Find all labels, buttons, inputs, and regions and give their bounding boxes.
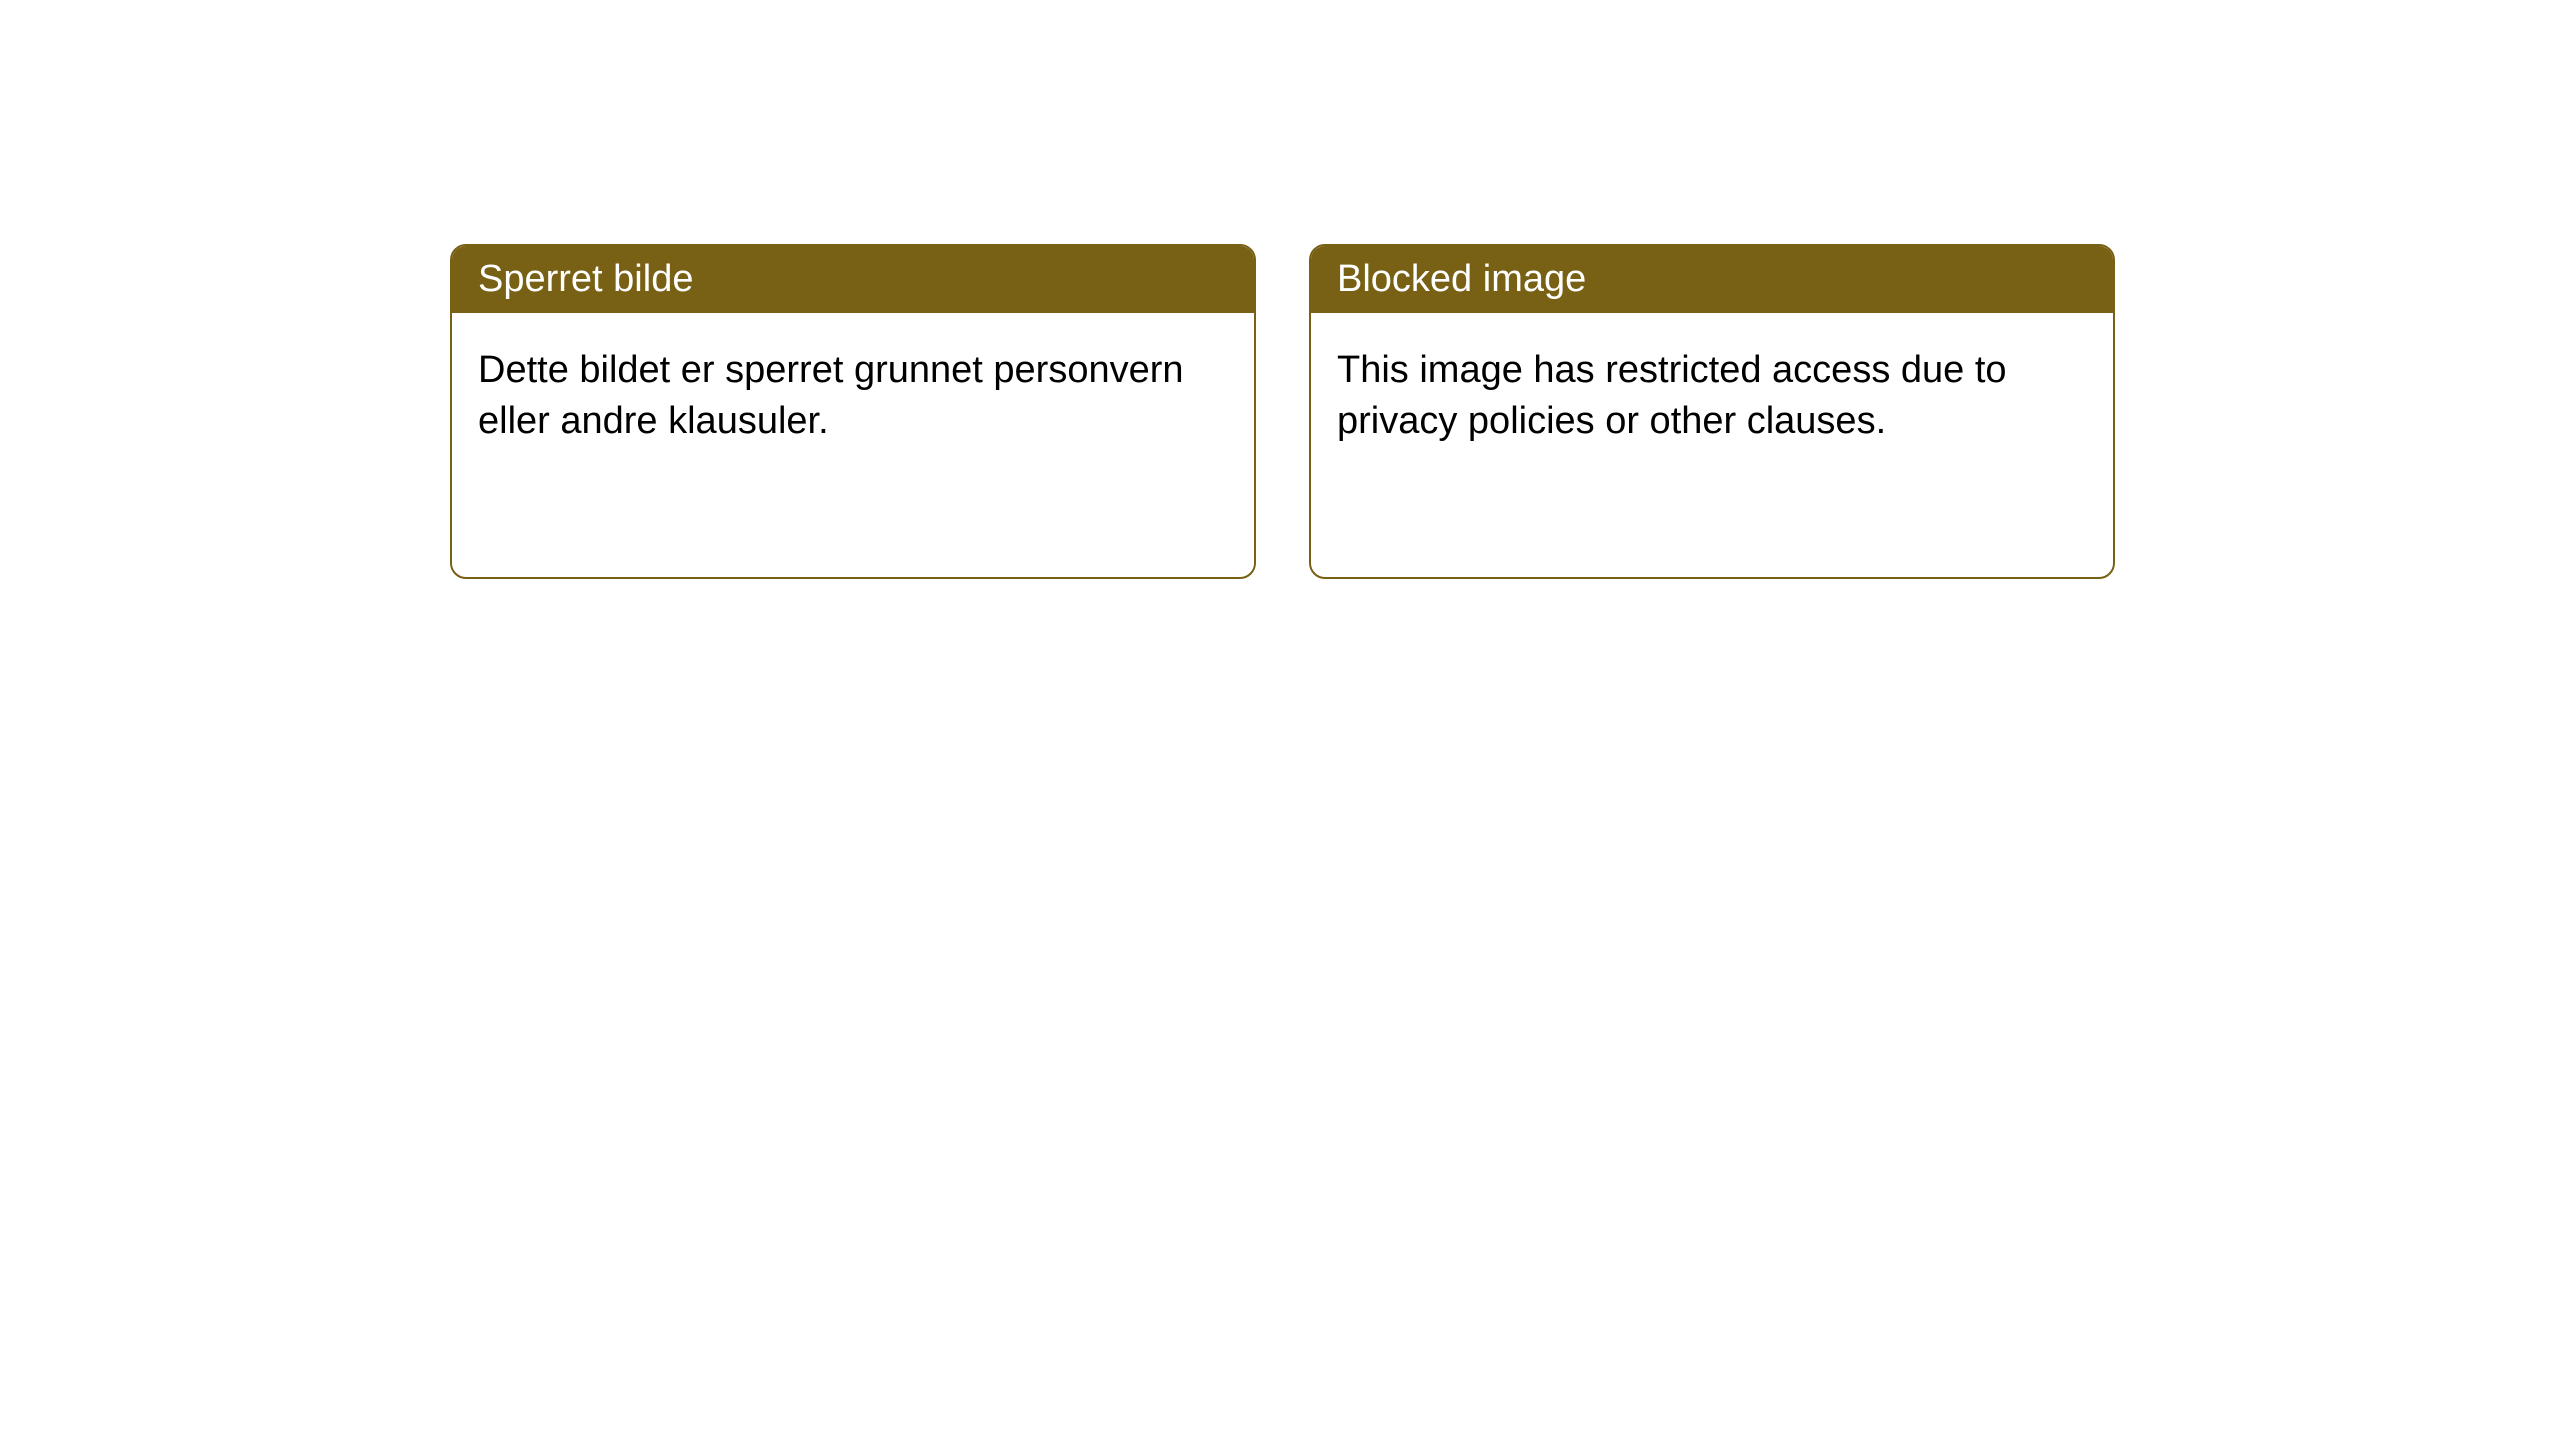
notice-card-norwegian: Sperret bilde Dette bildet er sperret gr… [450, 244, 1256, 579]
notice-body: This image has restricted access due to … [1311, 313, 2113, 478]
notice-body: Dette bildet er sperret grunnet personve… [452, 313, 1254, 478]
notice-title: Blocked image [1311, 246, 2113, 313]
notice-title: Sperret bilde [452, 246, 1254, 313]
blocked-image-notices: Sperret bilde Dette bildet er sperret gr… [0, 0, 2560, 579]
notice-card-english: Blocked image This image has restricted … [1309, 244, 2115, 579]
